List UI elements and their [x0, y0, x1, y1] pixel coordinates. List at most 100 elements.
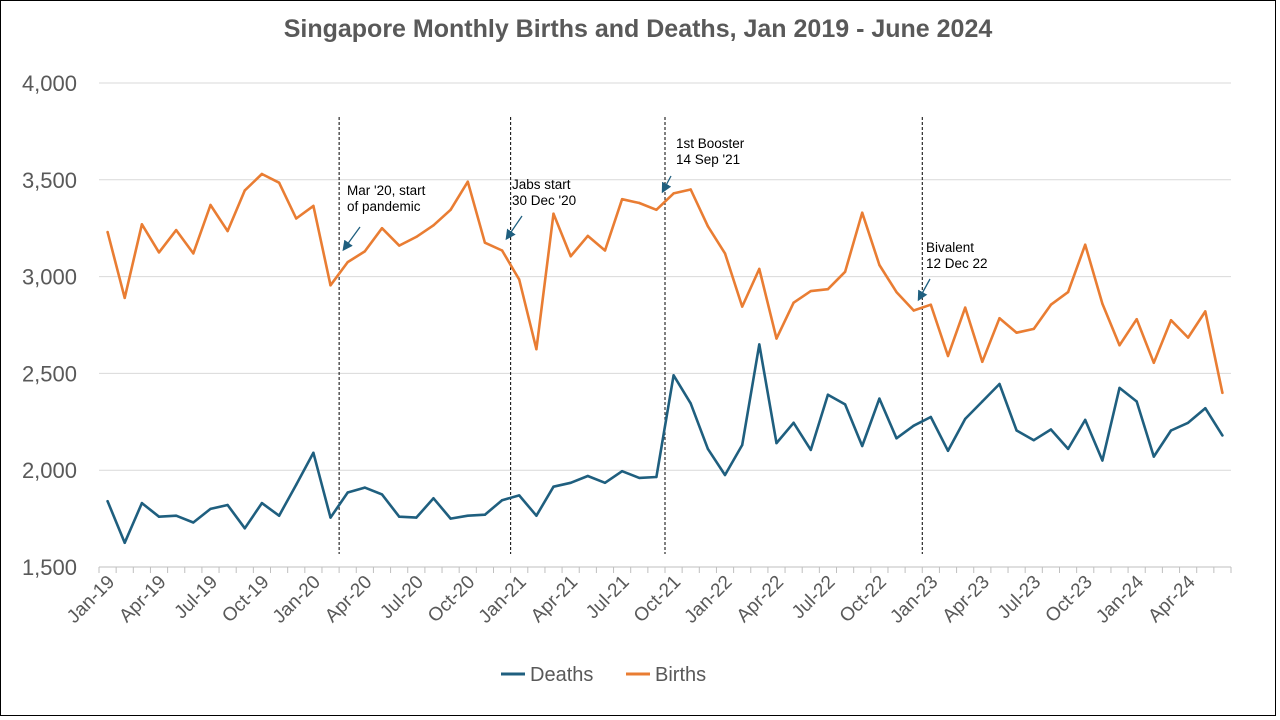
annotation-arrow — [505, 215, 523, 241]
x-tick-label: Jan-24 — [1092, 571, 1148, 627]
births-point — [1152, 361, 1156, 364]
births-point — [260, 172, 264, 176]
deaths-point — [1221, 434, 1224, 437]
deaths-point — [1186, 421, 1190, 424]
deaths-point — [106, 500, 109, 503]
births-point — [500, 249, 504, 252]
deaths-point — [1101, 459, 1104, 462]
deaths-point — [912, 424, 915, 427]
annotations: Mar '20, start of pandemic Jabs start 30 De… — [342, 136, 988, 302]
deaths-point — [1152, 455, 1156, 458]
x-tick-label: Jul-21 — [582, 572, 633, 623]
deaths-point — [449, 517, 452, 520]
births-point — [638, 201, 641, 205]
y-axis: 1,500 2,000 2,500 3,000 3,500 4,000 — [22, 71, 77, 580]
deaths-point — [826, 393, 830, 396]
y-tick-label: 3,500 — [22, 168, 77, 193]
deaths-point — [929, 415, 932, 419]
x-tick-label: Oct-22 — [836, 572, 891, 627]
deaths-point — [483, 513, 487, 516]
births-point — [552, 212, 555, 215]
deaths-point — [895, 437, 898, 440]
births-point — [1101, 302, 1104, 305]
annotation-line: 14 Sep '21 — [676, 152, 740, 167]
births-point — [277, 181, 281, 184]
births-point — [312, 204, 315, 208]
annotation-arrow — [661, 175, 672, 194]
births-point — [655, 208, 658, 211]
annotation-text: Mar '20, start of pandemic — [347, 183, 426, 214]
deaths-point — [226, 503, 229, 507]
gridlines — [99, 82, 1231, 471]
deaths-point — [192, 521, 195, 524]
deaths-point — [655, 475, 658, 479]
births-point — [1032, 327, 1036, 331]
births-point — [826, 288, 830, 291]
births-point — [758, 267, 761, 271]
deaths-point — [689, 402, 692, 405]
annotation-line: 30 Dec '20 — [512, 193, 576, 208]
deaths-point — [998, 382, 1001, 386]
births-point — [1169, 319, 1173, 322]
births-point — [226, 229, 229, 233]
deaths-point — [672, 374, 675, 377]
deaths-point — [398, 515, 401, 518]
x-tick-label: Apr-19 — [115, 572, 170, 627]
births-point — [1084, 243, 1087, 246]
deaths-point — [1169, 429, 1173, 432]
deaths-point — [1066, 447, 1070, 451]
births-point — [620, 198, 624, 201]
annotation-line: of pandemic — [347, 199, 421, 214]
births-point — [1066, 290, 1070, 294]
births-point — [809, 289, 812, 293]
births-point — [1221, 391, 1224, 394]
births-point — [586, 234, 589, 238]
births-point — [1049, 303, 1053, 306]
deaths-point — [518, 494, 521, 497]
deaths-point — [775, 441, 778, 445]
event-markers — [338, 117, 923, 554]
births-point — [432, 224, 435, 227]
y-tick-label: 2,000 — [22, 458, 77, 483]
x-tick-label: Jul-19 — [171, 572, 222, 623]
deaths-point — [1032, 439, 1036, 442]
births-point — [329, 284, 332, 287]
x-tick-label: Jan-20 — [269, 572, 325, 628]
deaths-point — [569, 481, 572, 484]
deaths-point — [329, 516, 332, 519]
x-tick-label: Jan-23 — [886, 572, 942, 628]
births-point — [192, 252, 195, 255]
series-line-deaths — [106, 343, 1224, 545]
y-tick-label: 3,000 — [22, 265, 77, 290]
births-point — [535, 348, 538, 351]
x-tick-label: Jul-22 — [788, 572, 839, 623]
births-point — [380, 227, 384, 230]
x-tick-label: Oct-23 — [1042, 572, 1097, 627]
births-point — [689, 188, 692, 191]
legend-label-births: Births — [655, 664, 706, 686]
deaths-point — [243, 527, 246, 530]
legend-label-deaths: Deaths — [530, 664, 593, 686]
x-tick-label: Jan-22 — [681, 572, 737, 628]
x-tick-label: Oct-19 — [218, 572, 273, 627]
births-point — [706, 225, 710, 228]
legend: Deaths Births — [501, 664, 706, 686]
y-tick-label: 4,000 — [22, 71, 77, 96]
x-tick-label: Apr-23 — [939, 572, 994, 627]
births-point — [175, 228, 178, 232]
deaths-point — [964, 417, 967, 421]
y-tick-label: 1,500 — [22, 555, 77, 580]
births-point — [912, 309, 915, 312]
annotation-arrow — [917, 278, 931, 302]
annotation-text: Bivalent 12 Dec 22 — [926, 240, 988, 271]
deaths-point — [552, 485, 555, 488]
deaths-point — [500, 499, 504, 502]
births-point — [672, 192, 675, 195]
births-point — [123, 296, 126, 300]
x-tick-label: Oct-21 — [630, 572, 685, 627]
births-point — [603, 249, 607, 252]
births-point — [964, 306, 967, 309]
deaths-point — [878, 397, 881, 400]
